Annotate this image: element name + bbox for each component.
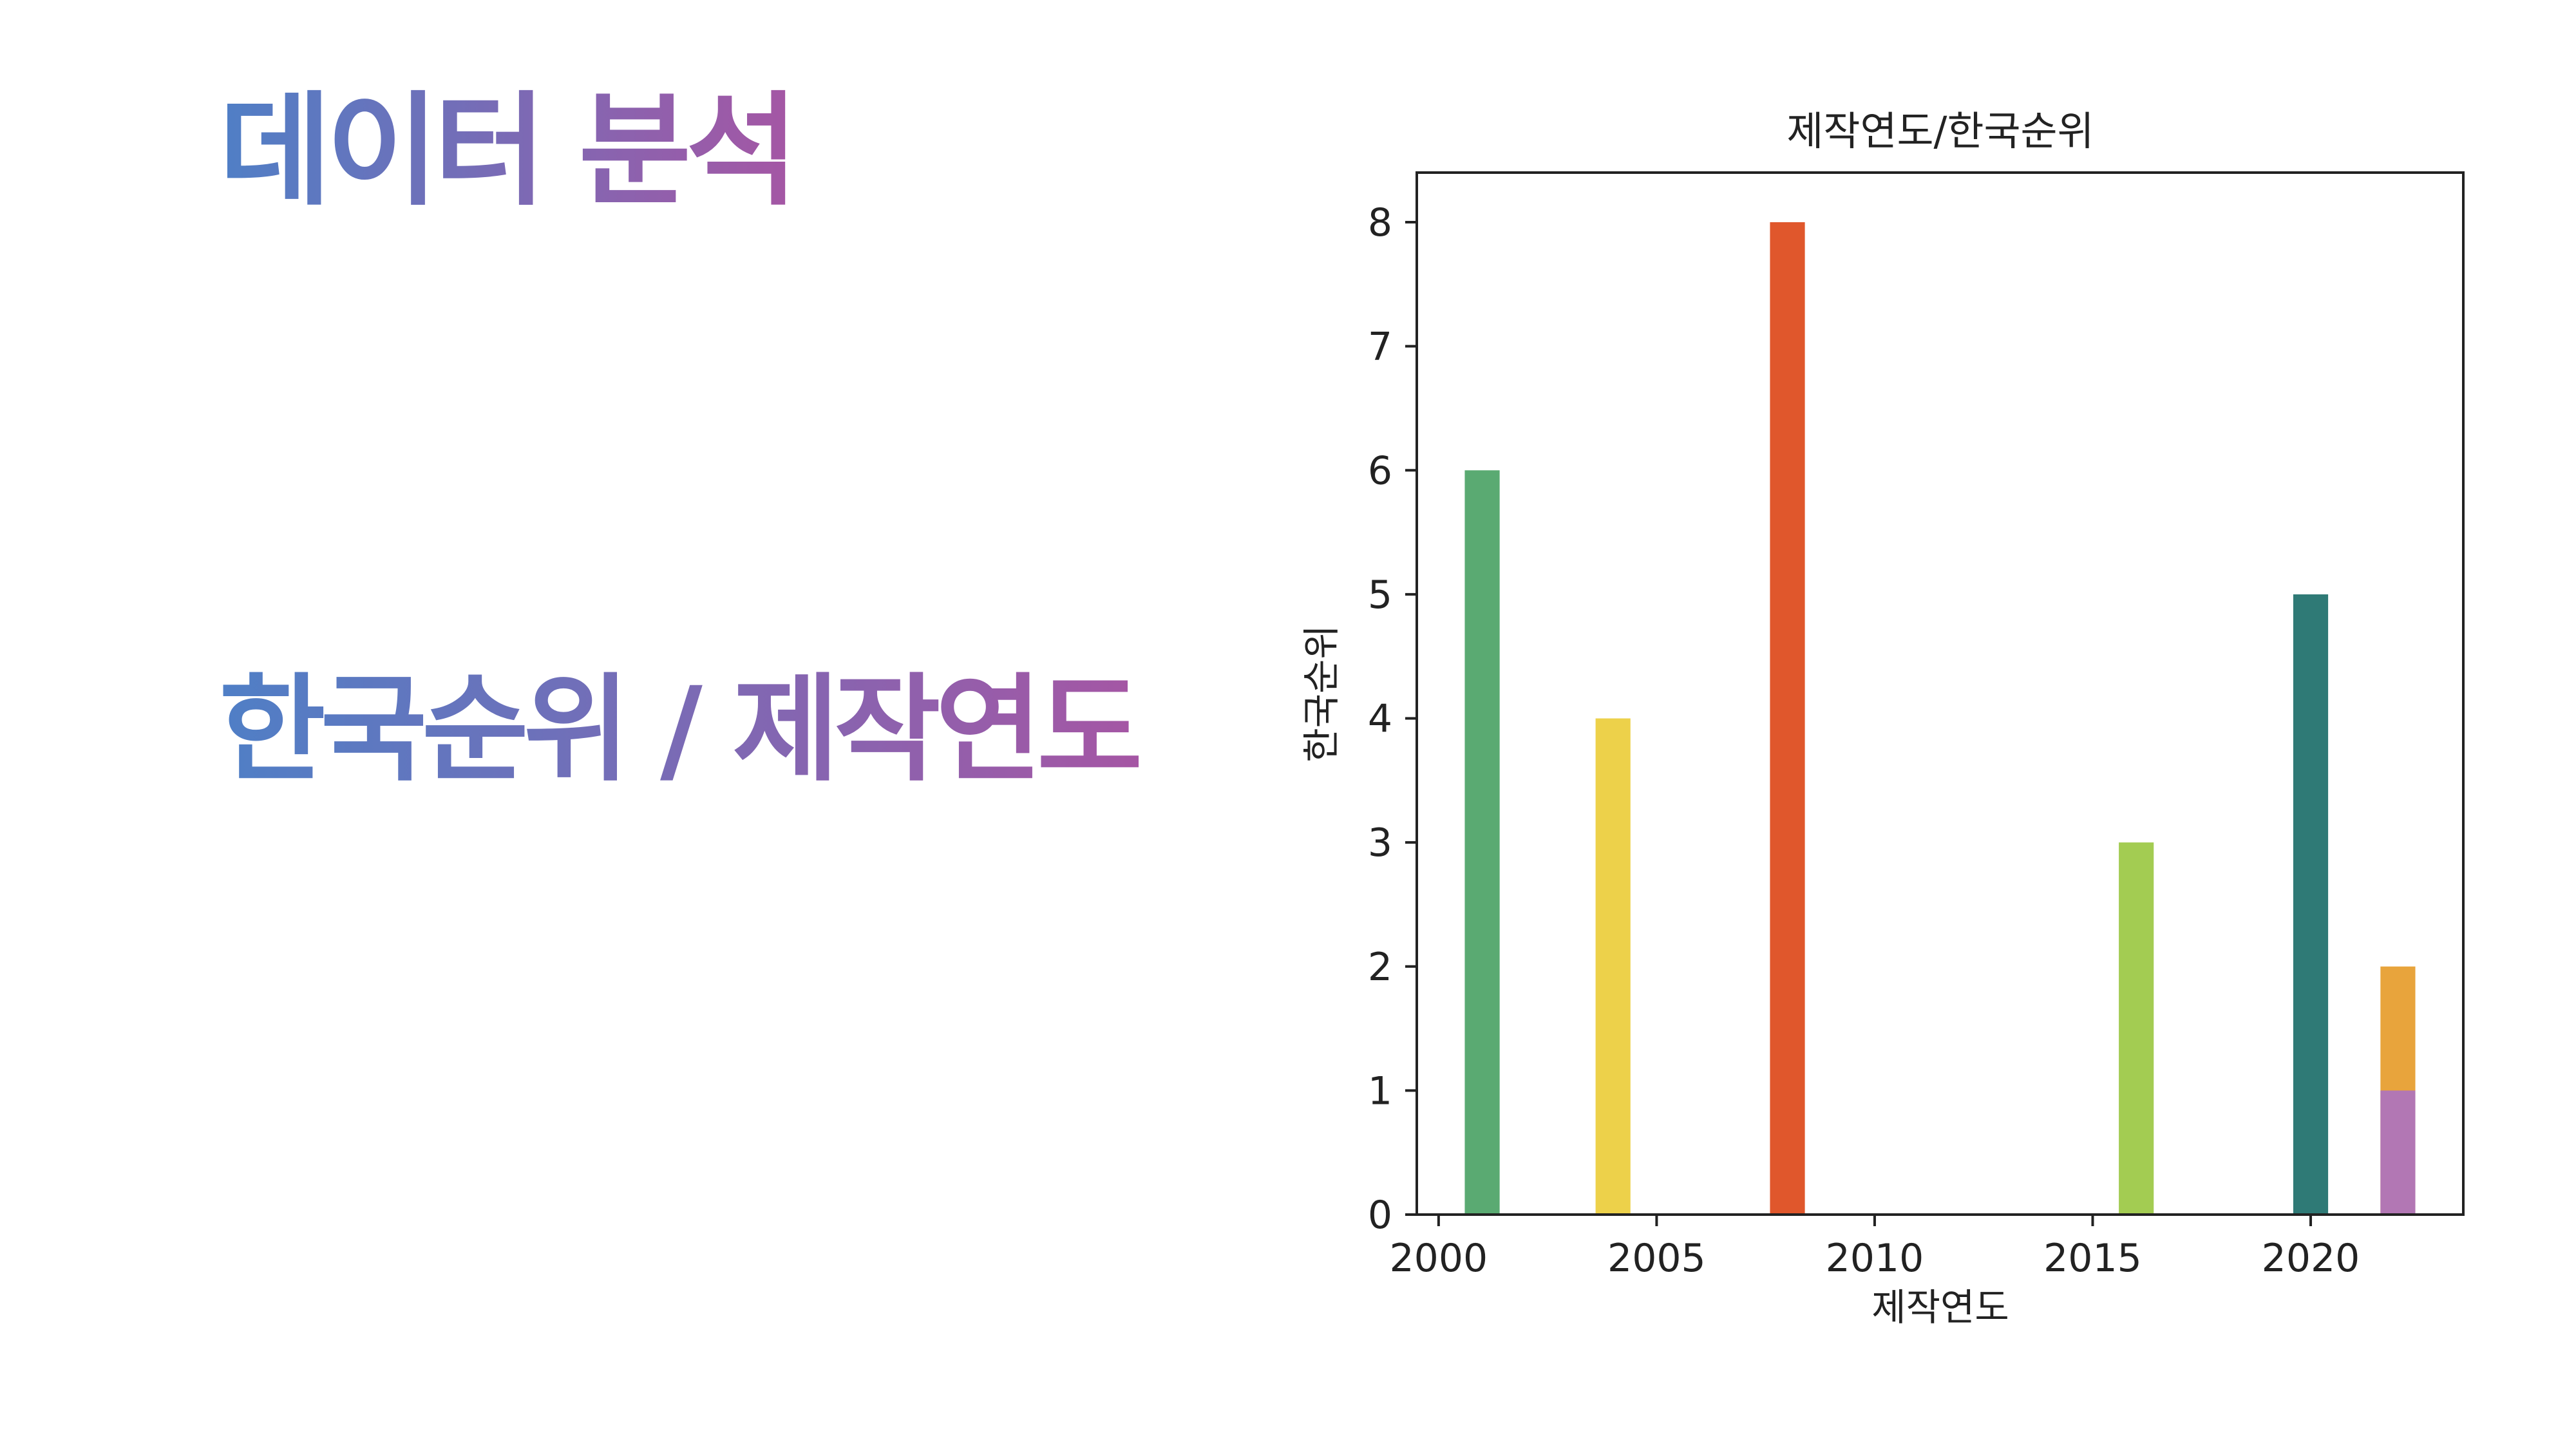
slide-title: 데이터 분석 [219, 80, 799, 222]
y-axis-title: 한국순위 [1300, 625, 1343, 762]
y-tick-label-7: 7 [1368, 325, 1392, 370]
bar-2020-4 [2293, 594, 2329, 1215]
y-tick-label-4: 4 [1368, 697, 1392, 742]
y-tick-label-8: 8 [1368, 200, 1392, 245]
y-tick-label-1: 1 [1368, 1068, 1392, 1113]
x-tick-label-2015: 2015 [2043, 1236, 2142, 1281]
y-tick-label-0: 0 [1368, 1193, 1392, 1238]
y-tick-label-3: 3 [1368, 820, 1392, 866]
x-tick-label-2010: 2010 [1826, 1236, 1924, 1281]
x-tick-label-2000: 2000 [1390, 1236, 1488, 1281]
x-tick-label-2005: 2005 [1607, 1236, 1706, 1281]
ticks-layer: 2000 2005 2010 2015 2020 0 1 2 3 4 5 6 7 8 [1368, 200, 2360, 1281]
y-tick-label-5: 5 [1368, 573, 1392, 618]
x-tick-label-2020: 2020 [2262, 1236, 2360, 1281]
bar-2016-3 [2119, 842, 2154, 1215]
x-axis-title: 제작연도 [1871, 1285, 2009, 1329]
bar-2022-6 [2380, 1090, 2416, 1215]
slide-subtitle: 한국순위 / 제작연도 [219, 663, 1144, 797]
chart-title: 제작연도/한국순위 [1786, 108, 2094, 155]
y-tick-label-2: 2 [1368, 945, 1392, 990]
bar-2004-1 [1595, 718, 1631, 1215]
bar-2008-2 [1770, 222, 1805, 1215]
plot-frame [1416, 171, 2465, 1216]
bars-layer [1464, 222, 2416, 1215]
y-tick-label-6: 6 [1368, 448, 1392, 493]
bar-2001-0 [1464, 470, 1500, 1215]
